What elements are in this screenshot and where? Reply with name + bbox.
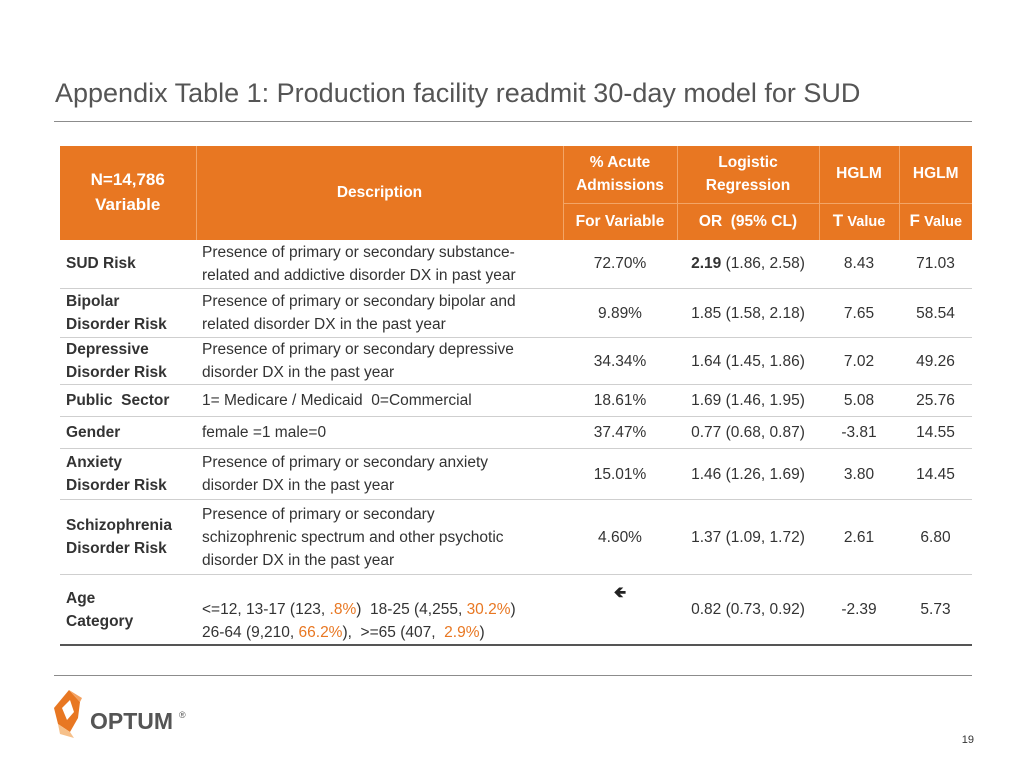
variable-cell: Age Category (60, 574, 196, 646)
t-value-cell: 7.02 (819, 337, 899, 385)
table-row: Anxiety Disorder Risk Presence of primary… (60, 448, 972, 500)
or-cell: 2.19 (1.86, 2.58) (677, 239, 819, 289)
acute-cell: 9.89% (563, 288, 677, 338)
t-value-cell: -3.81 (819, 416, 899, 449)
table-row: Gender female =1 male=0 37.47% 0.77 (0.6… (60, 416, 972, 449)
subheader-f-value: F Value (899, 202, 972, 240)
description-cell: Presence of primary or secondary depress… (196, 337, 563, 385)
description-cell: Presence of primary or secondary anxiety… (196, 448, 563, 500)
table-row: Schizophrenia Disorder Risk Presence of p… (60, 499, 972, 575)
header-logistic: Logistic Regression (677, 146, 820, 203)
t-value-cell: 8.43 (819, 239, 899, 289)
variable-cell: Public Sector (60, 384, 196, 417)
table-row: Public Sector 1= Medicare / Medicaid 0=C… (60, 384, 972, 417)
acute-cell: 18.61% (563, 384, 677, 417)
description-cell: female =1 male=0 (196, 416, 563, 449)
acute-cell: 15.01% (563, 448, 677, 500)
or-cell: 1.64 (1.45, 1.86) (677, 337, 819, 385)
header-row: N=14,786 Variable Description % Acute Adm… (60, 146, 972, 240)
f-value-cell: 14.45 (899, 448, 972, 500)
logo-registered: ® (179, 710, 186, 720)
variable-cell: Schizophrenia Disorder Risk (60, 499, 196, 575)
header-description: Description (196, 146, 564, 240)
or-cell: 1.37 (1.09, 1.72) (677, 499, 819, 575)
or-cell: 1.69 (1.46, 1.95) (677, 384, 819, 417)
page-title: Appendix Table 1: Production facility re… (55, 78, 861, 108)
header-hglm-t: HGLM (819, 146, 900, 203)
t-value-cell: -2.39 (819, 574, 899, 646)
t-value-cell: 5.08 (819, 384, 899, 417)
subheader-or-ci: OR (95% CL) (677, 202, 820, 240)
description-cell: Presence of primary or secondary bipolar… (196, 288, 563, 338)
f-value-cell: 58.54 (899, 288, 972, 338)
model-table: N=14,786 Variable Description % Acute Adm… (60, 146, 972, 646)
subheader-row: For Variable OR (95% CL) T Value F Value (60, 202, 972, 240)
or-cell: 0.77 (0.68, 0.87) (677, 416, 819, 449)
f-value-cell: 25.76 (899, 384, 972, 417)
acute-cell: 🡸 (563, 574, 677, 646)
subheader-t-value: T Value (819, 202, 900, 240)
header-acute: % Acute Admissions (563, 146, 678, 203)
f-value-cell: 71.03 (899, 239, 972, 289)
or-cell: 0.82 (0.73, 0.92) (677, 574, 819, 646)
table-row: Bipolar Disorder Risk Presence of primary… (60, 288, 972, 338)
description-cell: <=12, 13-17 (123, .8%) 18-25 (4,255, 30.… (196, 574, 563, 646)
or-cell: 1.46 (1.26, 1.69) (677, 448, 819, 500)
header-variable: N=14,786 Variable (60, 146, 197, 240)
optum-logo-mark: OPTUM ® (54, 690, 186, 738)
t-value-cell: 3.80 (819, 448, 899, 500)
page-number: 19 (961, 734, 974, 746)
variable-cell: SUD Risk (60, 239, 196, 289)
description-cell: 1= Medicare / Medicaid 0=Commercial (196, 384, 563, 417)
logo-wordmark: OPTUM (90, 708, 173, 734)
variable-cell: Bipolar Disorder Risk (60, 288, 196, 338)
left-arrow-icon: 🡸 (613, 584, 627, 601)
f-value-cell: 14.55 (899, 416, 972, 449)
optum-logo: OPTUM ® (52, 688, 192, 745)
acute-cell: 34.34% (563, 337, 677, 385)
t-value-cell: 2.61 (819, 499, 899, 575)
table-row: Age Category <=12, 13-17 (123, .8%) 18-25… (60, 574, 972, 646)
table-row: SUD Risk Presence of primary or secondar… (60, 239, 972, 289)
variable-cell: Depressive Disorder Risk (60, 337, 196, 385)
f-value-cell: 5.73 (899, 574, 972, 646)
acute-cell: 4.60% (563, 499, 677, 575)
f-value-cell: 6.80 (899, 499, 972, 575)
table-row: Depressive Disorder Risk Presence of prim… (60, 337, 972, 385)
variable-cell: Anxiety Disorder Risk (60, 448, 196, 500)
footer-divider (54, 675, 972, 676)
header-hglm-f: HGLM (899, 146, 972, 203)
subheader-for-variable: For Variable (563, 202, 678, 240)
acute-cell: 37.47% (563, 416, 677, 449)
t-value-cell: 7.65 (819, 288, 899, 338)
description-cell: Presence of primary or secondary substan… (196, 239, 563, 289)
title-divider (54, 121, 972, 122)
variable-cell: Gender (60, 416, 196, 449)
or-cell: 1.85 (1.58, 2.18) (677, 288, 819, 338)
acute-cell: 72.70% (563, 239, 677, 289)
description-cell: Presence of primary or secondary schizoph… (196, 499, 563, 575)
f-value-cell: 49.26 (899, 337, 972, 385)
